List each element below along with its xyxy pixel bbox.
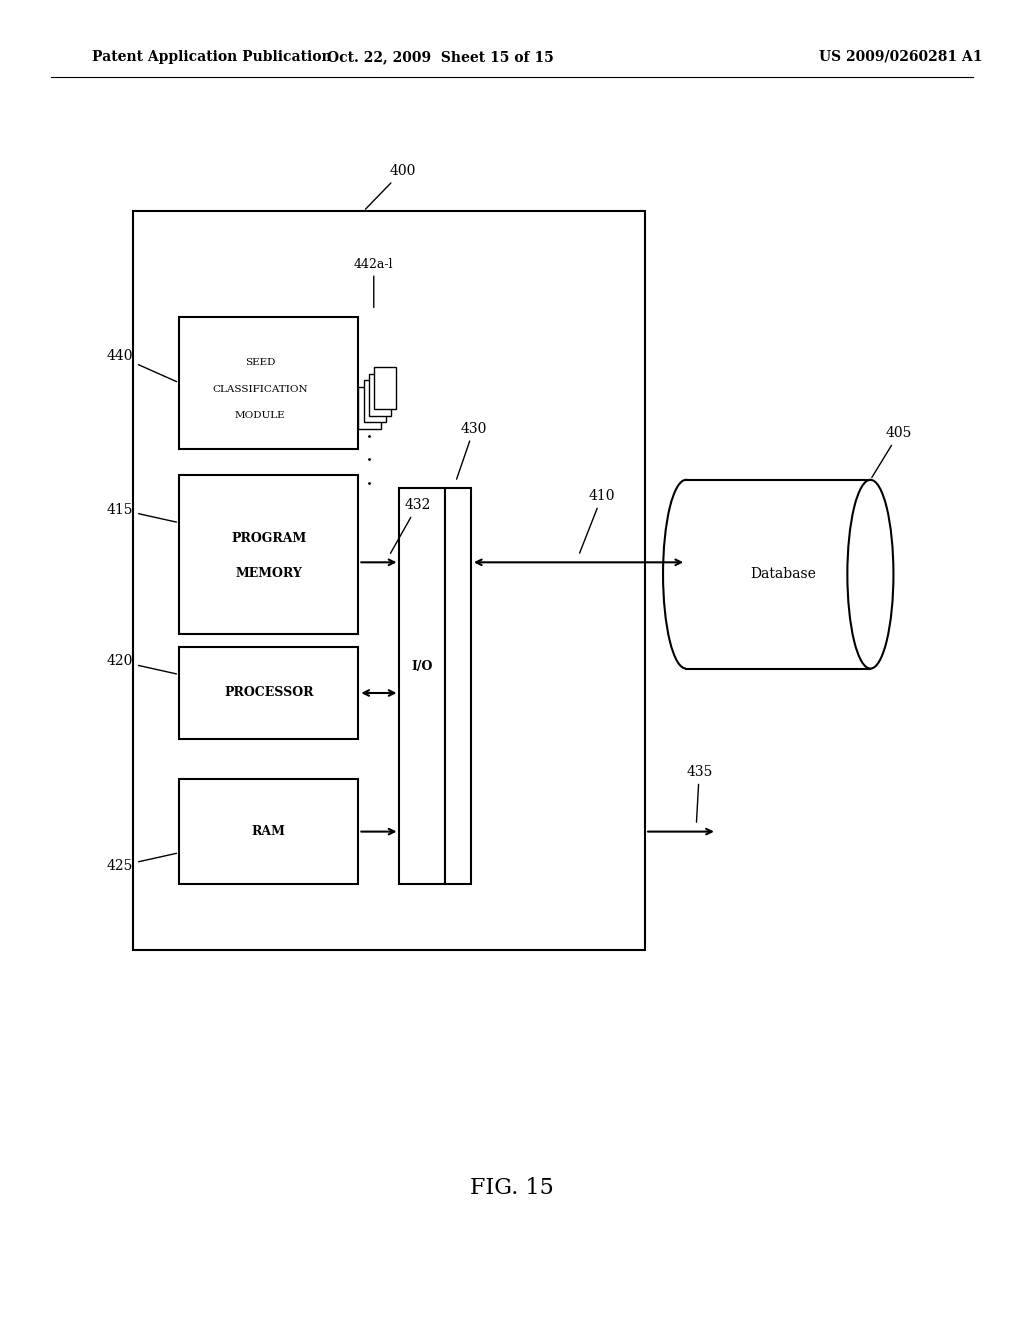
Text: 400: 400 <box>366 164 416 209</box>
Text: 432: 432 <box>390 498 431 553</box>
FancyBboxPatch shape <box>686 480 870 668</box>
FancyBboxPatch shape <box>133 211 645 950</box>
Text: 440: 440 <box>106 350 177 381</box>
FancyBboxPatch shape <box>399 488 445 884</box>
Text: 435: 435 <box>686 764 713 822</box>
Text: Patent Application Publication: Patent Application Publication <box>92 50 332 63</box>
Text: 405: 405 <box>871 426 912 478</box>
Text: PROCESSOR: PROCESSOR <box>224 686 313 700</box>
FancyBboxPatch shape <box>364 380 386 422</box>
Text: MODULE: MODULE <box>234 412 285 420</box>
Text: 425: 425 <box>106 853 176 873</box>
Text: US 2009/0260281 A1: US 2009/0260281 A1 <box>819 50 983 63</box>
FancyBboxPatch shape <box>445 488 471 884</box>
Text: 415: 415 <box>106 503 176 523</box>
Ellipse shape <box>664 480 709 668</box>
FancyBboxPatch shape <box>369 374 391 416</box>
Text: RAM: RAM <box>252 825 286 838</box>
Text: 420: 420 <box>106 655 176 675</box>
Text: Oct. 22, 2009  Sheet 15 of 15: Oct. 22, 2009 Sheet 15 of 15 <box>327 50 554 63</box>
FancyBboxPatch shape <box>179 779 358 884</box>
Text: I/O: I/O <box>412 660 433 673</box>
Text: 442a-l: 442a-l <box>354 257 393 308</box>
FancyBboxPatch shape <box>358 387 381 429</box>
FancyBboxPatch shape <box>179 317 358 449</box>
FancyBboxPatch shape <box>179 647 358 739</box>
Text: 410: 410 <box>580 488 615 553</box>
Text: SEED: SEED <box>245 359 275 367</box>
Ellipse shape <box>848 480 893 668</box>
FancyBboxPatch shape <box>179 475 358 634</box>
Text: 430: 430 <box>457 421 487 479</box>
FancyBboxPatch shape <box>374 367 396 409</box>
Text: FIG. 15: FIG. 15 <box>470 1177 554 1199</box>
Text: MEMORY: MEMORY <box>236 566 302 579</box>
Text: CLASSIFICATION: CLASSIFICATION <box>212 385 307 393</box>
Text: Database: Database <box>751 568 816 581</box>
Text: PROGRAM: PROGRAM <box>231 532 306 545</box>
